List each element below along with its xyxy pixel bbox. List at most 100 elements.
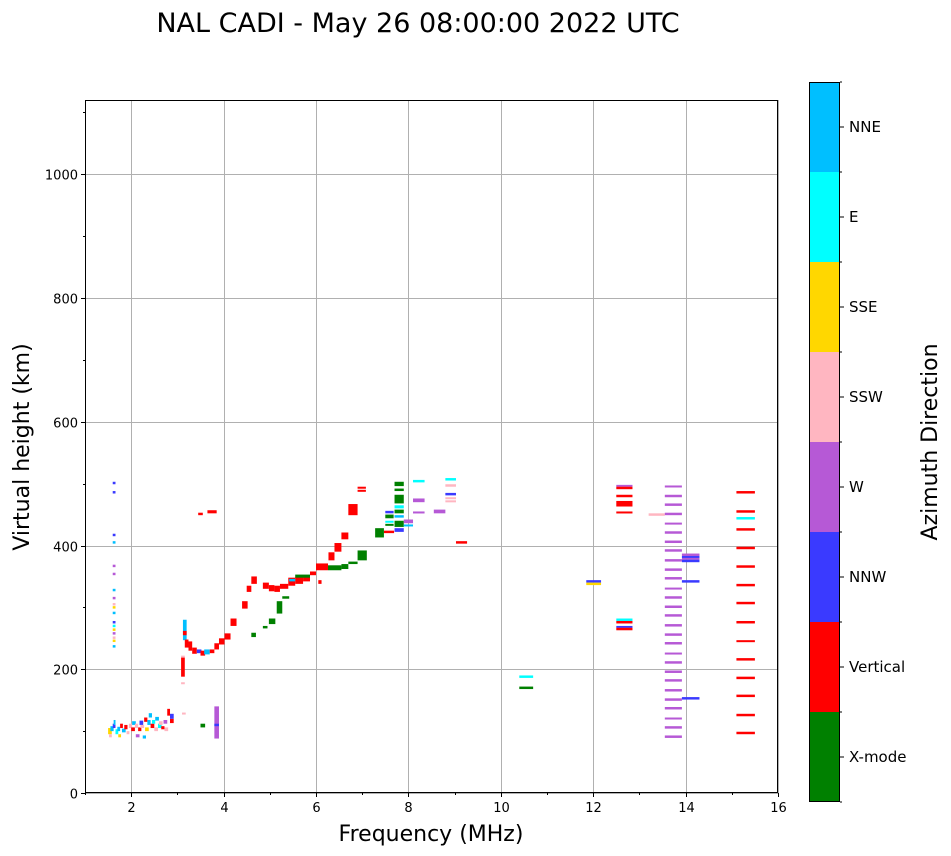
echo-mark-w (664, 652, 682, 655)
echo-mark-vertical (246, 585, 252, 592)
echo-mark-vertical (188, 641, 193, 651)
echo-mark-nnw (681, 697, 700, 700)
echo-mark-ssw (140, 724, 145, 729)
echo-mark-vertical (268, 585, 275, 592)
echo-mark-nne (112, 541, 116, 544)
echo-mark-vertical (295, 577, 304, 584)
echo-mark-e (151, 719, 156, 724)
echo-mark-vertical (150, 723, 155, 729)
echo-mark-ssw (445, 484, 456, 487)
colorbar-swatch-nnw (809, 532, 840, 622)
echo-mark-vertical (218, 638, 225, 645)
echo-mark-w (413, 511, 425, 514)
echo-mark-nnw (445, 492, 456, 496)
echo-mark-nnw (112, 620, 116, 624)
echo-mark-x-mode (268, 618, 276, 625)
y-axis-label: Virtual height (km) (10, 343, 35, 550)
axis-ticks: 2 4 6 8 10 12 14 16 0 200 400 600 800 1000 (45, 112, 787, 816)
echo-mark-w (664, 485, 682, 488)
echo-mark-ssw (164, 727, 169, 732)
echo-mark-nne (182, 619, 187, 641)
echo-mark-vertical (274, 585, 280, 592)
colorbar-swatch-sse (809, 262, 840, 352)
echo-mark-vertical (251, 576, 257, 584)
echo-mark-e (736, 517, 755, 520)
echo-mark-vertical (616, 620, 633, 624)
echo-mark-nne (142, 735, 146, 739)
echo-mark-w (664, 726, 682, 729)
echo-mark-w (664, 670, 682, 673)
echo-mark-w (664, 596, 682, 599)
echo-mark-w (664, 717, 682, 720)
x-tick-label: 16 (770, 801, 787, 816)
echo-mark-e (112, 624, 116, 628)
x-tick-label: 12 (585, 801, 602, 816)
echo-mark-vertical (316, 563, 329, 571)
plot-frame (85, 100, 778, 793)
echo-mark-vertical (736, 620, 755, 624)
echo-mark-nne (112, 645, 116, 648)
echo-mark-vertical (184, 639, 189, 648)
echo-mark-x-mode (394, 488, 404, 492)
echo-mark-nnw (681, 556, 700, 559)
colorbar-swatch-vertical (809, 622, 840, 712)
echo-mark-vertical (200, 650, 206, 656)
echo-mark-w (135, 734, 140, 738)
echo-mark-ssw (128, 723, 133, 729)
echo-mark-w (664, 661, 682, 664)
echo-mark-vertical (616, 486, 633, 490)
echo-mark-w (664, 512, 682, 516)
echo-mark-ssw (134, 723, 139, 729)
echo-mark-sse (145, 727, 149, 732)
echo-mark-nnw (616, 625, 633, 628)
echo-mark-vertical (736, 676, 755, 680)
echo-mark-w (616, 484, 633, 487)
echo-mark-nne (110, 726, 114, 732)
echo-mark-w (664, 577, 682, 580)
echo-mark-w (664, 522, 682, 525)
echo-mark-x-mode (357, 550, 367, 561)
echo-mark-w (112, 596, 116, 600)
echo-mark-w (433, 509, 446, 514)
echo-mark-ssw (445, 497, 456, 500)
echo-mark-vertical (224, 633, 231, 640)
echo-mark-ssw (112, 603, 116, 606)
echo-mark-ssw (648, 513, 665, 516)
colorbar-frame (809, 82, 840, 802)
echo-mark-ssw (181, 655, 185, 658)
echo-mark-nnw (112, 491, 116, 494)
echo-mark-ssw (445, 500, 456, 503)
grid (85, 100, 779, 794)
colorbar-swatch-x-mode (809, 712, 840, 802)
echo-mark-w (664, 633, 682, 636)
echo-mark-vertical (198, 512, 203, 516)
echo-mark-nnw (394, 528, 404, 532)
echo-mark-nne (147, 719, 151, 725)
echo-mark-vertical (736, 731, 755, 735)
colorbar-label: Azimuth Direction (918, 343, 943, 540)
echo-mark-x-mode (375, 528, 384, 538)
echo-mark-nne (121, 728, 126, 733)
x-tick-label: 10 (493, 801, 510, 816)
echo-mark-vertical (242, 601, 248, 609)
echo-mark-x-mode (276, 601, 283, 614)
echo-mark-vertical (736, 565, 755, 568)
echo-mark-vertical (736, 640, 755, 643)
echo-mark-vertical (736, 658, 755, 661)
colorbar: X-mode Vertical NNW W SSW SSE E NNE (809, 81, 906, 803)
echo-mark-e (445, 478, 456, 481)
y-tick-label: 800 (53, 293, 78, 308)
colorbar-label: X-mode (849, 748, 906, 766)
echo-mark-vertical (124, 724, 128, 730)
echo-mark-nne (113, 719, 116, 725)
echo-mark-w (681, 553, 700, 557)
echo-mark-vertical (616, 627, 633, 631)
echo-mark-x-mode (348, 561, 358, 565)
echo-mark-x-mode (385, 523, 394, 526)
echo-mark-w (413, 498, 425, 503)
echo-mark-vertical (616, 494, 633, 498)
echo-mark-ssw (109, 734, 112, 738)
echo-mark-nnw (681, 559, 700, 563)
echo-mark-w (664, 642, 682, 645)
echo-mark-nnw (112, 723, 116, 729)
